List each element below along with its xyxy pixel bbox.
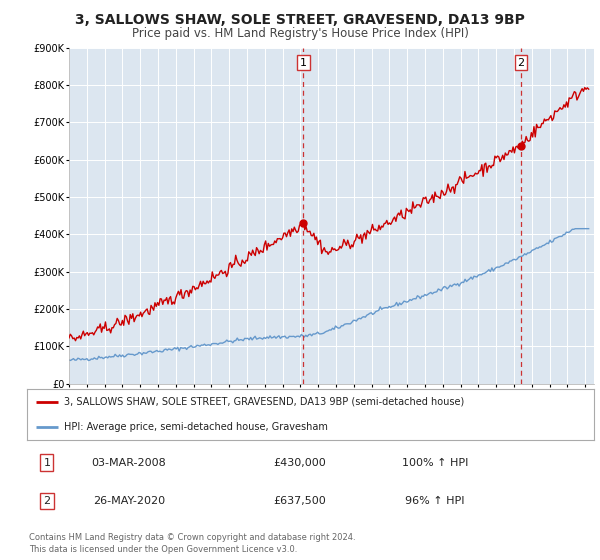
Text: Contains HM Land Registry data © Crown copyright and database right 2024.
This d: Contains HM Land Registry data © Crown c… bbox=[29, 533, 355, 554]
Text: Price paid vs. HM Land Registry's House Price Index (HPI): Price paid vs. HM Land Registry's House … bbox=[131, 27, 469, 40]
Text: 2: 2 bbox=[517, 58, 524, 68]
Text: 3, SALLOWS SHAW, SOLE STREET, GRAVESEND, DA13 9BP: 3, SALLOWS SHAW, SOLE STREET, GRAVESEND,… bbox=[75, 13, 525, 27]
Text: HPI: Average price, semi-detached house, Gravesham: HPI: Average price, semi-detached house,… bbox=[64, 422, 328, 432]
Text: 100% ↑ HPI: 100% ↑ HPI bbox=[402, 458, 469, 468]
Text: £637,500: £637,500 bbox=[273, 496, 326, 506]
Text: 03-MAR-2008: 03-MAR-2008 bbox=[92, 458, 166, 468]
Text: 3, SALLOWS SHAW, SOLE STREET, GRAVESEND, DA13 9BP (semi-detached house): 3, SALLOWS SHAW, SOLE STREET, GRAVESEND,… bbox=[64, 397, 464, 407]
Text: 1: 1 bbox=[300, 58, 307, 68]
Text: 2: 2 bbox=[43, 496, 50, 506]
Text: £430,000: £430,000 bbox=[273, 458, 326, 468]
Text: 26-MAY-2020: 26-MAY-2020 bbox=[93, 496, 165, 506]
Text: 1: 1 bbox=[43, 458, 50, 468]
Text: 96% ↑ HPI: 96% ↑ HPI bbox=[406, 496, 465, 506]
